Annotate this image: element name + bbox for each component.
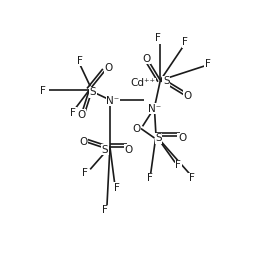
Text: F: F <box>146 173 152 183</box>
Text: O: O <box>124 145 132 155</box>
Text: F: F <box>204 59 210 69</box>
Text: O: O <box>104 63 113 73</box>
Text: S: S <box>89 87 96 97</box>
Text: O: O <box>142 54 150 64</box>
Text: N⁻: N⁻ <box>147 104 160 114</box>
Text: S: S <box>154 133 161 143</box>
Text: Cd⁺⁺: Cd⁺⁺ <box>130 78 154 88</box>
Text: O: O <box>79 137 87 147</box>
Text: F: F <box>114 183 119 193</box>
Text: O: O <box>177 133 185 143</box>
Text: S: S <box>101 145 108 155</box>
Text: F: F <box>181 37 187 47</box>
Text: O: O <box>77 109 85 120</box>
Text: F: F <box>188 173 194 183</box>
Text: N⁻: N⁻ <box>106 96 119 106</box>
Text: F: F <box>70 108 76 118</box>
Text: O: O <box>132 124 140 134</box>
Text: O: O <box>183 91 191 101</box>
Text: F: F <box>40 86 45 96</box>
Text: S: S <box>162 76 169 86</box>
Text: F: F <box>174 161 180 170</box>
Text: F: F <box>102 205 107 215</box>
Text: F: F <box>82 168 88 178</box>
Text: F: F <box>77 56 83 66</box>
Text: F: F <box>155 33 161 43</box>
